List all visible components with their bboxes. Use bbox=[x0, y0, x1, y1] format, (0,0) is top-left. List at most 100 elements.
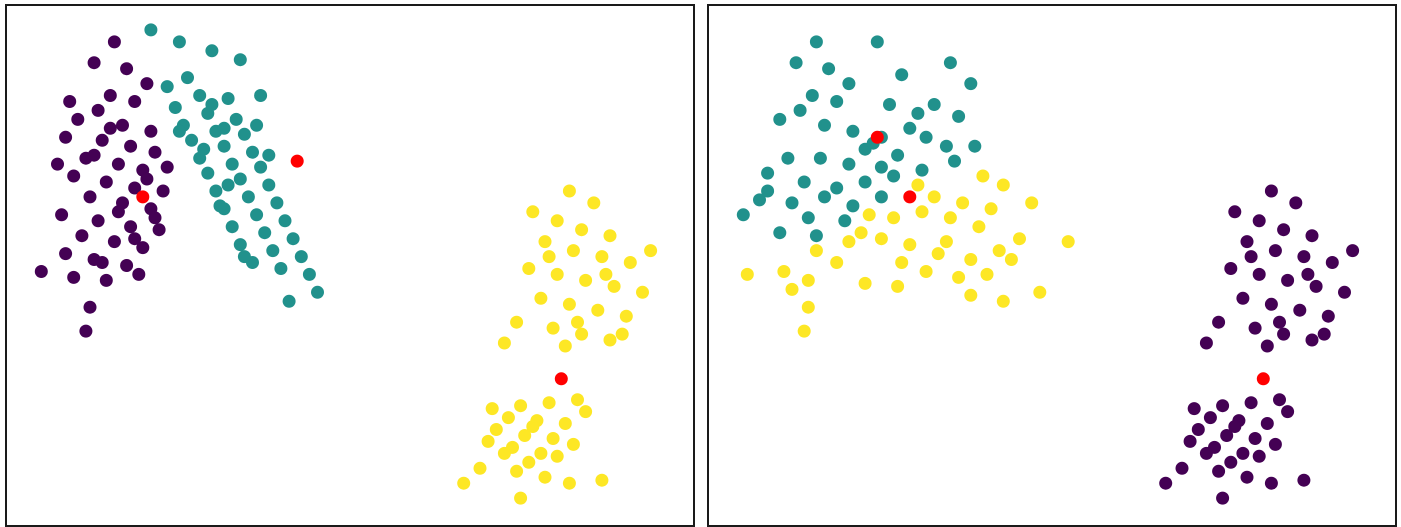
point-teal-6 bbox=[793, 103, 807, 117]
point-teal-5 bbox=[193, 89, 207, 102]
point-purple-28 bbox=[75, 229, 89, 243]
point-yellow-7 bbox=[874, 232, 888, 246]
point-teal-21 bbox=[797, 175, 811, 189]
point-yellow-54 bbox=[457, 476, 471, 490]
point-purple-27 bbox=[1301, 267, 1315, 281]
point-purple-2 bbox=[120, 62, 134, 76]
point-purple-18 bbox=[99, 175, 113, 189]
point-teal-3 bbox=[842, 77, 856, 91]
point-purple-47 bbox=[1240, 470, 1254, 484]
point-teal-2 bbox=[822, 62, 836, 76]
point-yellow-34 bbox=[785, 282, 799, 296]
point-purple-15 bbox=[1236, 291, 1250, 305]
point-purple-28 bbox=[1273, 315, 1286, 329]
centroid-point-1 bbox=[903, 190, 917, 204]
point-purple-39 bbox=[79, 324, 93, 338]
point-teal-46 bbox=[205, 98, 219, 111]
series-teal bbox=[736, 35, 982, 243]
point-purple-23 bbox=[1260, 339, 1274, 353]
point-yellow-24 bbox=[956, 196, 970, 210]
point-purple-18 bbox=[1321, 309, 1335, 323]
point-yellow-12 bbox=[972, 220, 986, 234]
point-yellow-22 bbox=[603, 333, 617, 347]
point-teal-37 bbox=[809, 229, 823, 243]
point-yellow-33 bbox=[571, 393, 584, 407]
point-purple-43 bbox=[1252, 449, 1266, 463]
point-yellow-23 bbox=[558, 339, 572, 353]
point-teal-1 bbox=[172, 35, 186, 49]
point-purple-42 bbox=[1224, 455, 1238, 469]
point-teal-17 bbox=[842, 157, 856, 171]
point-purple-25 bbox=[1317, 327, 1331, 341]
point-teal-9 bbox=[846, 124, 860, 138]
point-teal-24 bbox=[887, 169, 901, 183]
point-purple-2 bbox=[1228, 205, 1242, 219]
point-purple-49 bbox=[1199, 446, 1213, 460]
point-teal-12 bbox=[237, 127, 251, 141]
point-teal-0 bbox=[809, 35, 823, 49]
point-purple-8 bbox=[116, 118, 129, 132]
point-teal-18 bbox=[254, 160, 268, 174]
point-yellow-3 bbox=[550, 214, 564, 228]
point-yellow-9 bbox=[931, 247, 945, 261]
point-yellow-36 bbox=[558, 417, 572, 430]
point-yellow-1 bbox=[587, 196, 601, 210]
point-yellow-1 bbox=[830, 256, 844, 269]
point-purple-25 bbox=[91, 214, 105, 228]
point-yellow-30 bbox=[1033, 285, 1047, 299]
point-teal-37 bbox=[282, 294, 296, 308]
point-teal-49 bbox=[213, 199, 227, 213]
point-yellow-11 bbox=[550, 267, 564, 281]
right-scatter-plot bbox=[736, 35, 1360, 505]
point-teal-30 bbox=[286, 232, 300, 246]
point-purple-3 bbox=[1252, 214, 1266, 228]
point-teal-15 bbox=[246, 145, 259, 159]
point-purple-36 bbox=[99, 273, 113, 287]
point-yellow-25 bbox=[615, 327, 629, 341]
point-teal-40 bbox=[927, 98, 941, 111]
point-purple-38 bbox=[1220, 429, 1234, 442]
point-purple-34 bbox=[34, 265, 48, 278]
point-purple-33 bbox=[1273, 393, 1286, 407]
left-scatter-panel bbox=[5, 4, 695, 527]
point-purple-45 bbox=[1268, 437, 1282, 451]
point-teal-7 bbox=[168, 101, 182, 114]
series-yellow bbox=[740, 169, 1075, 338]
point-purple-6 bbox=[1240, 235, 1254, 249]
point-purple-30 bbox=[1187, 402, 1201, 416]
point-purple-51 bbox=[1264, 476, 1278, 490]
point-purple-21 bbox=[83, 190, 97, 204]
centroid-point-1 bbox=[290, 154, 304, 168]
point-teal-36 bbox=[302, 267, 316, 281]
point-yellow-18 bbox=[919, 265, 933, 278]
point-teal-42 bbox=[911, 106, 925, 120]
point-teal-1 bbox=[789, 56, 803, 70]
point-yellow-32 bbox=[801, 300, 815, 314]
point-yellow-51 bbox=[562, 476, 576, 490]
point-purple-11 bbox=[1252, 267, 1266, 281]
point-yellow-44 bbox=[481, 434, 495, 448]
point-teal-15 bbox=[939, 139, 953, 153]
point-teal-31 bbox=[846, 199, 860, 213]
point-purple-20 bbox=[1248, 321, 1262, 335]
point-yellow-31 bbox=[1061, 235, 1075, 249]
point-teal-28 bbox=[225, 220, 239, 234]
point-yellow-16 bbox=[862, 208, 876, 222]
point-purple-29 bbox=[107, 235, 121, 249]
point-yellow-43 bbox=[550, 449, 564, 463]
point-yellow-15 bbox=[887, 211, 901, 225]
point-purple-49 bbox=[87, 148, 101, 162]
point-purple-11 bbox=[95, 133, 109, 147]
point-purple-32 bbox=[1244, 396, 1258, 410]
centroid-point-0 bbox=[870, 130, 884, 144]
point-purple-0 bbox=[1264, 184, 1278, 198]
point-purple-22 bbox=[1305, 333, 1319, 347]
point-yellow-42 bbox=[522, 455, 536, 469]
point-purple-6 bbox=[91, 103, 105, 117]
point-yellow-31 bbox=[514, 399, 528, 413]
point-yellow-35 bbox=[858, 276, 872, 290]
point-yellow-11 bbox=[992, 244, 1006, 258]
point-yellow-20 bbox=[546, 321, 560, 335]
point-yellow-21 bbox=[1004, 253, 1018, 266]
point-yellow-0 bbox=[562, 184, 576, 198]
